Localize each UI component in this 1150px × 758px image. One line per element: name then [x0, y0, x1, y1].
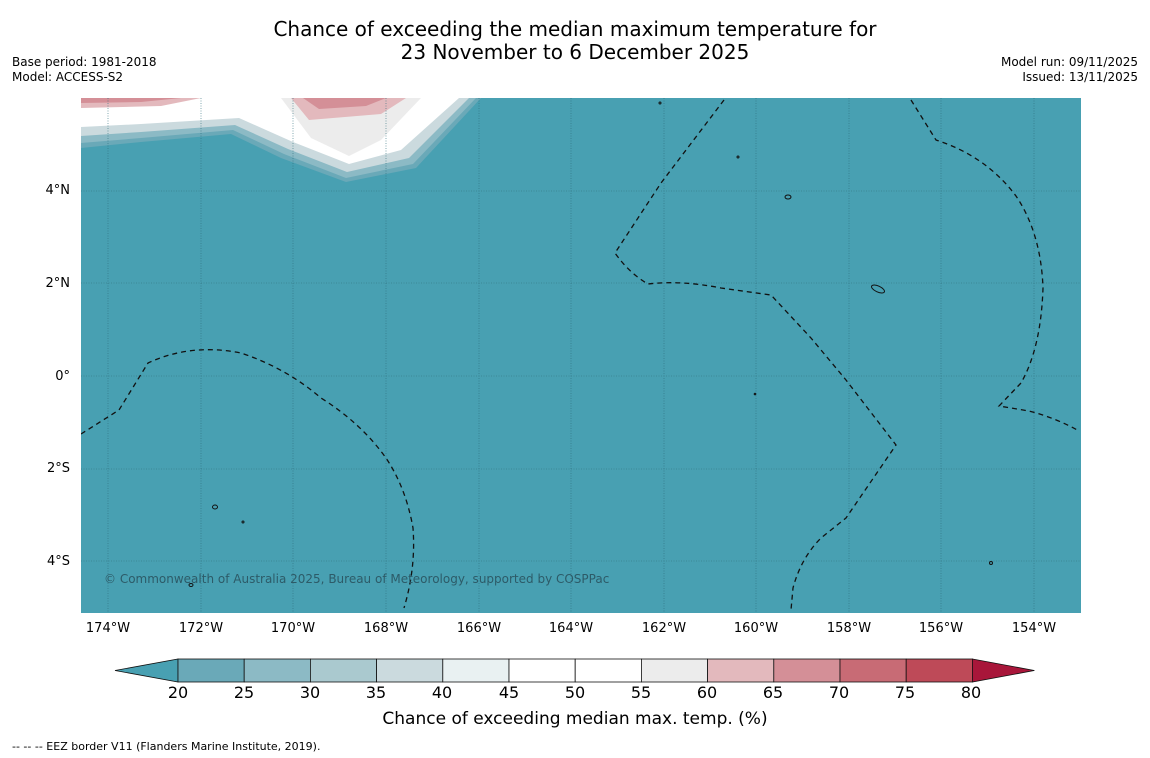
lat-label-4s: 4°S [46, 554, 70, 569]
lon-label-158w: 158°W [826, 621, 872, 636]
lat-label-0: 0° [55, 369, 70, 384]
colorbar-extend-high [972, 658, 1035, 683]
colorbar-tick-50: 50 [564, 683, 586, 702]
contour-band-65 [81, 98, 181, 103]
lat-label-2n: 2°N [45, 276, 71, 291]
eez-border-center [614, 99, 897, 611]
colorbar-title: Chance of exceeding median max. temp. (%… [382, 709, 768, 729]
meta-right: Model run: 09/11/2025 Issued: 13/11/2025 [1001, 55, 1138, 85]
colorbar-cell [243, 658, 311, 683]
island-7 [989, 561, 993, 565]
lon-label-156w: 156°W [918, 621, 964, 636]
island-1 [784, 194, 792, 200]
base-period-text: Base period: 1981-2018 [12, 55, 157, 69]
colorbar-cell [574, 658, 642, 683]
model-text: Model: ACCESS-S2 [12, 70, 124, 84]
issued-text: Issued: 13/11/2025 [1022, 70, 1138, 84]
colorbar-cell [309, 658, 377, 683]
colorbar-tick-70: 70 [828, 683, 850, 702]
colorbar-cell [376, 658, 444, 683]
lon-label-160w: 160°W [733, 621, 779, 636]
colorbar-tick-25: 25 [233, 683, 255, 702]
colorbar-tick-65: 65 [762, 683, 784, 702]
colorbar-cell [641, 658, 709, 683]
colorbar-cell [442, 658, 510, 683]
colorbar-extend-low [114, 658, 179, 683]
colorbar-tick-35: 35 [365, 683, 387, 702]
meta-left: Base period: 1981-2018 Model: ACCESS-S2 [12, 55, 157, 85]
island-4 [188, 583, 194, 587]
colorbar-cell [839, 658, 907, 683]
lon-label-170w: 170°W [270, 621, 316, 636]
lon-label-172w: 172°W [178, 621, 224, 636]
colorbar-cells [114, 658, 1035, 683]
lon-label-162w: 162°W [641, 621, 687, 636]
island-8 [241, 520, 245, 524]
contour-band-65b [303, 98, 386, 109]
colorbar-tick-45: 45 [498, 683, 520, 702]
probability-contours [81, 98, 481, 182]
colorbar-cell [905, 658, 973, 683]
lon-label-168w: 168°W [363, 621, 409, 636]
lon-label-164w: 164°W [548, 621, 594, 636]
lon-label-174w: 174°W [85, 621, 131, 636]
islands [188, 101, 993, 587]
lon-label-166w: 166°W [456, 621, 502, 636]
title-line-1: Chance of exceeding the median maximum t… [273, 17, 877, 41]
map-gridlines [81, 98, 1081, 613]
copyright-text: © Commonwealth of Australia 2025, Bureau… [104, 572, 610, 586]
lat-label-2s: 2°S [46, 461, 70, 476]
colorbar-cell [773, 658, 841, 683]
colorbar-tick-75: 75 [894, 683, 916, 702]
map-ocean-background [81, 98, 1081, 613]
colorbar-tick-40: 40 [431, 683, 453, 702]
eez-border-right [910, 99, 1080, 432]
island-5 [658, 101, 662, 105]
island-2 [871, 284, 885, 294]
island-6 [736, 155, 740, 159]
colorbar-cell [177, 658, 245, 683]
lon-label-154w: 154°W [1011, 621, 1057, 636]
colorbar [114, 658, 1035, 683]
forecast-map [81, 98, 1081, 613]
colorbar-cell [508, 658, 576, 683]
colorbar-tick-30: 30 [299, 683, 321, 702]
colorbar-tick-80: 80 [960, 683, 982, 702]
lat-label-4n: 4°N [45, 183, 71, 198]
colorbar-cell [707, 658, 775, 683]
eez-borders [81, 99, 1080, 611]
colorbar-tick-20: 20 [167, 683, 189, 702]
eez-footnote: -- -- -- EEZ border V11 (Flanders Marine… [12, 740, 321, 753]
colorbar-tick-60: 60 [696, 683, 718, 702]
island-9 [753, 392, 757, 396]
title-line-2: 23 November to 6 December 2025 [400, 40, 750, 64]
island-3 [212, 504, 218, 510]
map-title: Chance of exceeding the median maximum t… [0, 18, 1150, 64]
colorbar-tick-55: 55 [630, 683, 652, 702]
eez-border-left [81, 349, 415, 609]
model-run-text: Model run: 09/11/2025 [1000, 55, 1138, 69]
